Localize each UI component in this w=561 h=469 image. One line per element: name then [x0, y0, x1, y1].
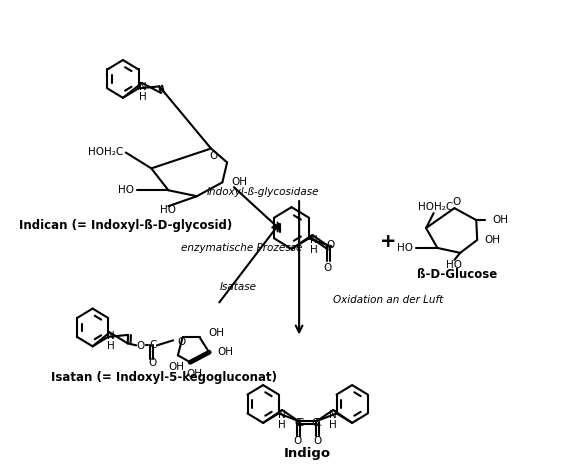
Text: O: O [293, 436, 302, 446]
Text: C: C [311, 418, 319, 428]
Text: HOH₂C: HOH₂C [418, 202, 453, 212]
Text: OH: OH [493, 215, 508, 225]
Text: N: N [329, 410, 337, 420]
Text: C: C [296, 418, 304, 428]
Text: H: H [310, 245, 318, 255]
Text: O: O [452, 197, 461, 207]
Text: HO: HO [447, 260, 462, 270]
Text: Indoxyl-ß-glycosidase: Indoxyl-ß-glycosidase [207, 187, 319, 197]
Text: Oxidation an der Luft: Oxidation an der Luft [333, 295, 443, 304]
Text: OH: OH [186, 369, 202, 379]
Text: O: O [148, 358, 157, 368]
Text: N: N [139, 82, 146, 92]
Text: O: O [137, 341, 145, 351]
Text: OH: OH [485, 235, 501, 245]
Text: OH: OH [168, 362, 184, 372]
Text: C: C [295, 418, 301, 428]
Text: Isatan (= Indoxyl-5-kegogluconat): Isatan (= Indoxyl-5-kegogluconat) [50, 371, 277, 384]
Text: C: C [314, 418, 321, 428]
Text: enzymatische Prozesse: enzymatische Prozesse [181, 243, 302, 253]
Text: H: H [107, 341, 114, 351]
Text: Indican (= Indoxyl-ß-D-glycosid): Indican (= Indoxyl-ß-D-glycosid) [19, 219, 232, 232]
Text: N: N [278, 410, 286, 420]
Text: +: + [380, 233, 397, 251]
Text: Indigo: Indigo [284, 447, 331, 460]
Text: H: H [329, 420, 337, 430]
Text: ß-D-Glucose: ß-D-Glucose [417, 268, 498, 281]
Text: HO: HO [160, 205, 176, 215]
Text: O: O [210, 151, 218, 161]
Text: O: O [327, 241, 335, 250]
Text: Isatase: Isatase [220, 282, 257, 292]
Text: N: N [310, 235, 318, 245]
Text: OH: OH [218, 348, 233, 357]
Text: OH: OH [208, 328, 224, 339]
Text: O: O [324, 263, 332, 273]
Text: H: H [278, 420, 286, 430]
Text: O: O [177, 337, 186, 348]
Text: N: N [107, 332, 114, 341]
Text: C: C [150, 340, 157, 350]
Text: O: O [314, 436, 322, 446]
Text: OH: OH [232, 177, 248, 187]
Text: H: H [139, 92, 146, 102]
Text: HO: HO [397, 243, 413, 253]
Text: HO: HO [118, 185, 134, 195]
Text: HOH₂C: HOH₂C [88, 147, 123, 158]
